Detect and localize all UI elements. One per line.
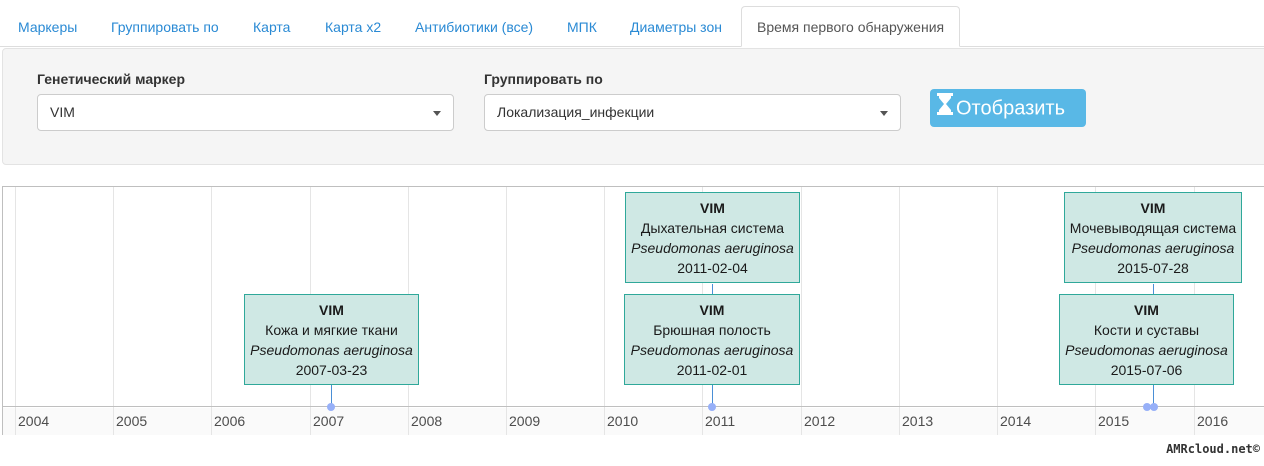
event-site: Мочевыводящая система [1069, 220, 1237, 236]
event-organism: Pseudomonas aeruginosa [1071, 240, 1235, 256]
event-organism: Pseudomonas aeruginosa [250, 342, 413, 358]
timeline-event[interactable]: VIM Кожа и мягкие ткани Pseudomonas aeru… [244, 294, 419, 385]
event-organism: Pseudomonas aeruginosa [631, 240, 794, 256]
event-dot[interactable] [1150, 403, 1158, 411]
tab-first-detection-time[interactable]: Время первого обнаружения [741, 6, 960, 47]
year-label: 2016 [1197, 413, 1229, 429]
controls-panel: Генетический маркер VIM Группировать по … [2, 48, 1264, 165]
event-dot[interactable] [327, 403, 335, 411]
year-label: 2008 [411, 413, 443, 429]
year-label: 2012 [804, 413, 836, 429]
event-marker: VIM [1134, 302, 1159, 318]
event-dot[interactable] [1143, 403, 1151, 411]
year-label: 2004 [18, 413, 50, 429]
marker-select-value: VIM [50, 104, 75, 120]
footer-credit: AMRcloud.net© [1166, 442, 1260, 456]
group-by-select[interactable]: Локализация_инфекции [484, 94, 901, 131]
event-date: 2015-07-28 [1117, 260, 1189, 276]
tab-antibiotics-all[interactable]: Антибиотики (все) [415, 19, 534, 35]
year-label: 2013 [902, 413, 934, 429]
caret-down-icon [880, 111, 888, 116]
event-marker: VIM [699, 302, 725, 318]
year-label: 2014 [1000, 413, 1032, 429]
marker-select-label: Генетический маркер [37, 71, 186, 87]
display-button-label: Отобразить [956, 97, 1066, 120]
gridline [211, 187, 212, 435]
event-site: Кожа и мягкие ткани [265, 322, 398, 338]
timeline-axis [3, 406, 1264, 407]
group-select-value: Локализация_инфекции [497, 104, 655, 120]
event-date: 2007-03-23 [295, 362, 368, 378]
tab-markers[interactable]: Маркеры [18, 19, 78, 35]
event-site: Дыхательная система [640, 220, 785, 236]
tab-group-by[interactable]: Группировать по [111, 19, 219, 35]
event-site: Брюшная полость [653, 322, 771, 338]
gridline [113, 187, 114, 435]
event-dot[interactable] [708, 403, 716, 411]
tab-map-x2[interactable]: Карта x2 [325, 19, 382, 35]
timeline-event[interactable]: VIM Мочевыводящая система Pseudomonas ae… [1064, 192, 1242, 283]
event-marker: VIM [700, 200, 725, 216]
year-label: 2006 [214, 413, 246, 429]
group-select-label: Группировать по [484, 71, 603, 87]
event-date: 2011-02-01 [676, 362, 748, 378]
year-label: 2015 [1098, 413, 1130, 429]
timeline-event[interactable]: VIM Дыхательная система Pseudomonas aeru… [625, 192, 800, 283]
timeline-event[interactable]: VIM Брюшная полость Pseudomonas aerugino… [624, 294, 800, 385]
event-marker: VIM [1140, 200, 1166, 216]
event-site: Кости и суставы [1093, 322, 1200, 338]
year-label: 2011 [705, 413, 736, 429]
year-label: 2007 [313, 413, 345, 429]
event-date: 2015-07-06 [1110, 362, 1183, 378]
gridline [899, 187, 900, 435]
event-date: 2011-02-04 [677, 260, 748, 276]
gridline [997, 187, 998, 435]
gridline [506, 187, 507, 435]
event-organism: Pseudomonas aeruginosa [630, 342, 794, 358]
gridline [15, 187, 16, 435]
caret-down-icon [433, 111, 441, 116]
marker-select[interactable]: VIM [37, 94, 454, 131]
tab-bar: Маркеры Группировать по Карта Карта x2 А… [0, 0, 1264, 47]
hourglass-icon [936, 90, 954, 128]
timeline-event[interactable]: VIM Кости и суставы Pseudomonas aerugino… [1059, 294, 1234, 385]
event-organism: Pseudomonas aeruginosa [1065, 342, 1228, 358]
year-label: 2010 [607, 413, 639, 429]
event-stem [331, 385, 332, 406]
gridline [801, 187, 802, 435]
tab-zone-diameters[interactable]: Диаметры зон [630, 19, 722, 35]
tab-map[interactable]: Карта [253, 19, 291, 35]
timeline[interactable]: 2004 2005 2006 2007 2008 2009 2010 2011 … [2, 186, 1264, 435]
year-label: 2009 [509, 413, 541, 429]
event-marker: VIM [319, 302, 344, 318]
tab-mic[interactable]: МПК [567, 19, 597, 35]
year-label: 2005 [116, 413, 148, 429]
display-button[interactable]: Отобразить [930, 89, 1086, 127]
gridline [604, 187, 605, 435]
timeline-axis-band [3, 408, 1264, 435]
